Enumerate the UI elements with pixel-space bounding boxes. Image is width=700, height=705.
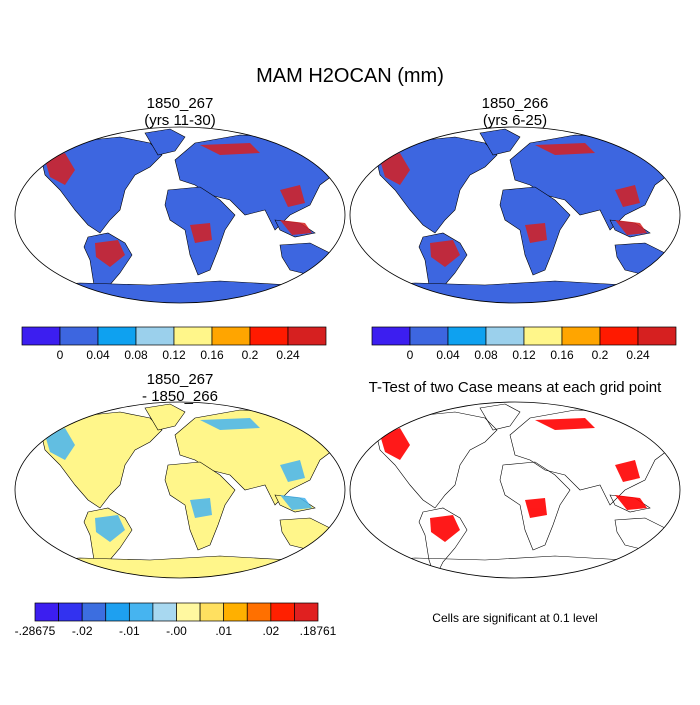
panel-title: (yrs 11-30) [144, 112, 215, 129]
colorbar-label: 0.24 [626, 348, 650, 362]
colorbar-box [223, 602, 248, 622]
colorbar-box [176, 602, 201, 622]
colorbar-box [409, 326, 449, 346]
map-border [14, 401, 346, 579]
colorbar-box [371, 326, 411, 346]
colorbar-box [81, 602, 107, 622]
colorbar-label: 0.2 [242, 348, 259, 362]
colorbar-box [59, 326, 99, 346]
colorbar-label: -.28675 [15, 624, 56, 638]
colorbar-box [135, 326, 175, 346]
colorbar-label: -.00 [166, 624, 187, 638]
panel-title: T-Test of two Case means at each grid po… [369, 379, 662, 396]
highlight-cells [380, 418, 647, 542]
colorbar-box [199, 602, 225, 622]
map-content [15, 128, 345, 303]
panel-title: (yrs 6-25) [483, 112, 547, 129]
colorbar-box [246, 602, 272, 622]
colorbar-label: 0 [407, 348, 414, 362]
colorbar-label: 0.08 [474, 348, 498, 362]
panel-title: 1850_267 [147, 95, 214, 112]
colorbar-box [34, 602, 59, 622]
colorbar-box [523, 326, 563, 346]
colorbar-box [105, 602, 130, 622]
map-border [349, 126, 681, 304]
colorbar-box [211, 326, 251, 346]
panel-title: 1850_267 [147, 371, 214, 388]
colorbar-box [561, 326, 601, 346]
colorbar-label: 0.04 [436, 348, 460, 362]
panel-note: Cells are significant at 0.1 level [432, 611, 597, 625]
map [349, 126, 681, 304]
colorbar-box [294, 602, 319, 622]
colorbar-label: 0.24 [276, 348, 300, 362]
colorbar-box [173, 326, 213, 346]
colorbar-label: -.02 [72, 624, 93, 638]
map [14, 401, 346, 579]
colorbar-label: 0 [57, 348, 64, 362]
panel-title: 1850_266 [482, 95, 549, 112]
colorbar-box [58, 602, 83, 622]
colorbar-box [637, 326, 677, 346]
colorbar-label: 0.12 [162, 348, 186, 362]
colorbar-label: 0.04 [86, 348, 110, 362]
colorbar-box [485, 326, 525, 346]
map-border [14, 126, 346, 304]
colorbar-box [270, 602, 295, 622]
colorbar-box [21, 326, 61, 346]
map-content [350, 403, 680, 578]
map-content [350, 128, 680, 303]
colorbar-box [287, 326, 327, 346]
map-border [349, 401, 681, 579]
map [14, 126, 346, 304]
colorbar-box [249, 326, 289, 346]
colorbar-label: .01 [215, 624, 232, 638]
colorbar-box [599, 326, 639, 346]
colorbar-label: .18761 [300, 624, 337, 638]
colorbar-box [128, 602, 154, 622]
colorbar-box [447, 326, 487, 346]
colorbar-label: 0.16 [550, 348, 574, 362]
map [349, 401, 681, 579]
panel-title: - 1850_266 [142, 388, 218, 405]
colorbar-label: 0.12 [512, 348, 536, 362]
colorbar-label: .02 [262, 624, 279, 638]
colorbar-label: 0.2 [592, 348, 609, 362]
colorbar-label: 0.16 [200, 348, 224, 362]
figure-title: MAM H2OCAN (mm) [256, 65, 444, 87]
map-content [15, 403, 345, 578]
colorbar-box [152, 602, 177, 622]
colorbar-box [97, 326, 137, 346]
colorbar-label: -.01 [119, 624, 140, 638]
colorbar-label: 0.08 [124, 348, 148, 362]
